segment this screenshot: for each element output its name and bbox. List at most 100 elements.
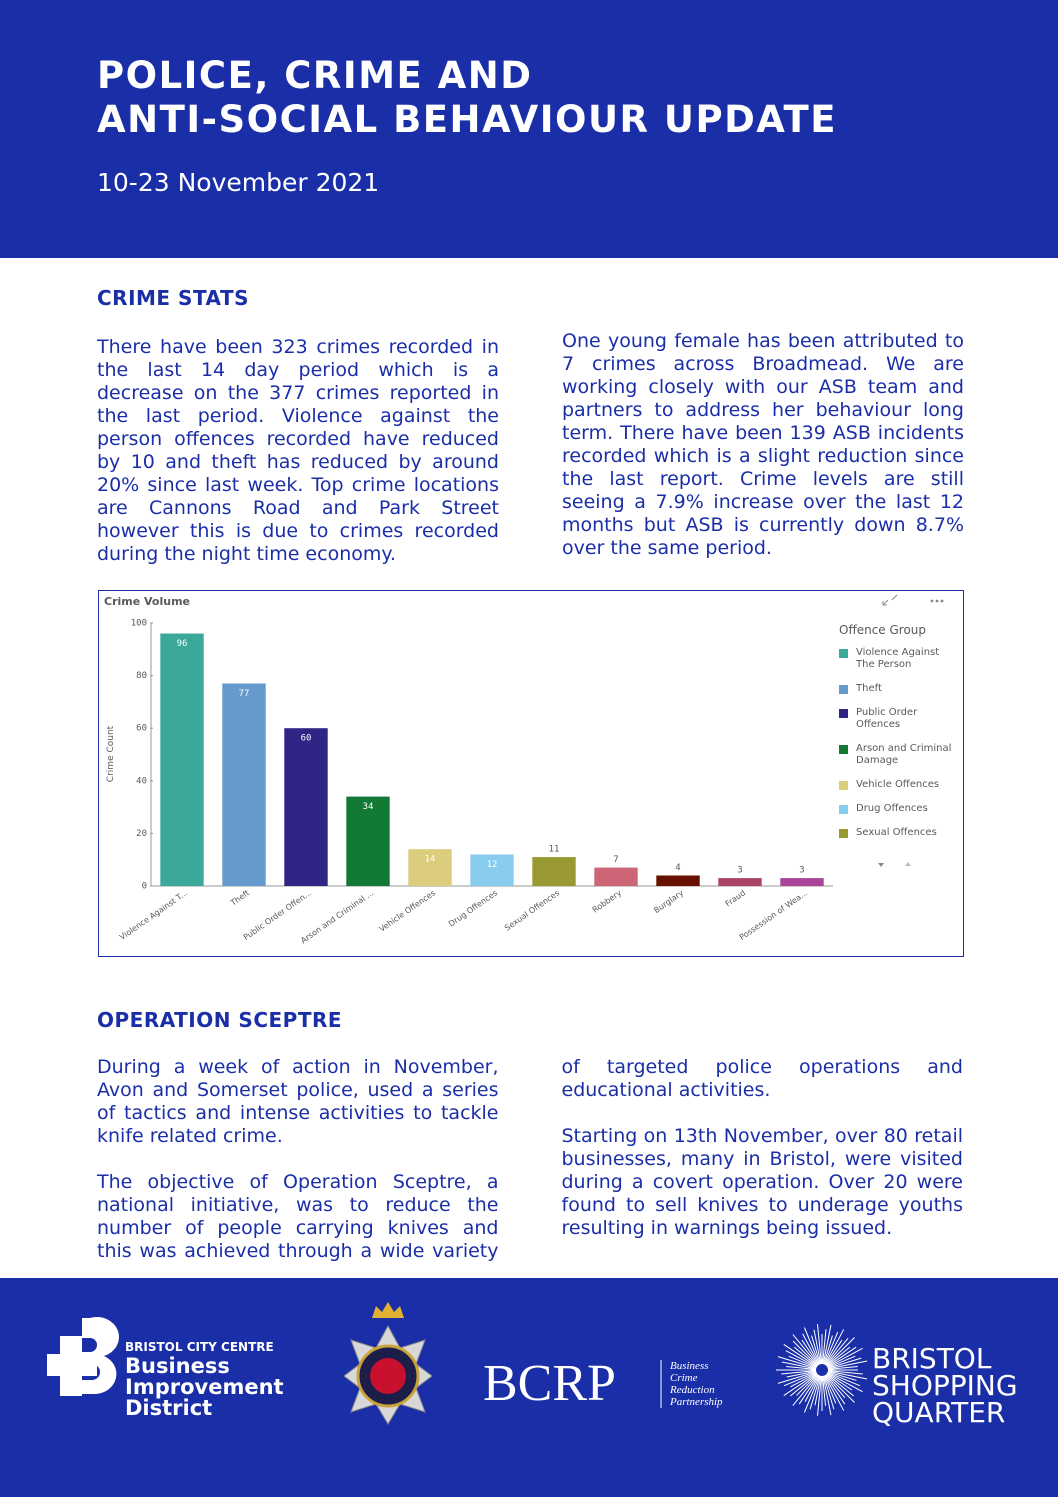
data-label: 60 [301,734,312,744]
bar [222,683,266,886]
collapse-icon[interactable] [882,594,898,606]
starburst-ray [827,1371,857,1381]
logos: BRISTOL CITY CENTRE Business Improvement… [47,1302,1018,1429]
paragraph: The objective of Operation Sceptre, a na… [97,1056,963,1262]
logo-text: Crime [670,1372,698,1384]
starburst-ray [792,1334,819,1366]
x-tick-label: Robbery [591,888,624,915]
title: POLICE, CRIME AND ANTI-SOCIAL BEHAVIOUR … [97,54,837,142]
legend-label: Drug Offences [856,803,928,814]
bar [594,867,638,886]
legend-label: Public Order Offences [856,707,918,730]
data-label: 7 [613,855,618,865]
data-label: 96 [177,639,188,649]
starburst-ray [811,1335,821,1365]
section-heading: CRIME STATS [97,286,250,310]
starburst-ray [824,1374,846,1405]
scroll-down[interactable] [878,863,884,867]
starburst-ray [777,1356,817,1369]
starburst-ray [827,1357,862,1369]
legend-label: Vehicle Offences [856,779,940,790]
chart-title: Crime Volume [104,595,190,608]
bar [470,854,514,886]
legend-item: Sexual Offences [839,827,957,839]
legend-label: Violence Against The Person [856,647,940,670]
legend-label: Sexual Offences [856,827,937,838]
legend-label: Arson and Criminal Damage [856,743,952,766]
menu-dot[interactable] [935,599,939,603]
x-tick-label: Sexual Offences [503,888,561,932]
data-label: 34 [363,802,374,812]
starburst-ray [781,1370,817,1375]
legend-swatch [839,829,848,838]
starburst-ray [783,1372,818,1396]
x-tick-label: Fraud [724,888,747,908]
logo-text: Reduction [669,1384,715,1396]
paragraph: Starting on 13th November, over 80 retai… [561,1125,964,1239]
starburst-ray [827,1372,863,1393]
starburst-ray [823,1331,839,1365]
logo-text: BCRP [483,1355,616,1412]
y-tick-label: 20 [136,829,147,839]
starburst-ray [785,1350,817,1368]
starburst-ray [824,1339,843,1366]
menu-dot[interactable] [940,599,944,603]
starburst-ray [826,1346,851,1367]
logo-text: District [125,1396,212,1420]
header-band: POLICE, CRIME AND ANTI-SOCIAL BEHAVIOUR … [0,0,1058,258]
logo-text: BRISTOL [872,1342,992,1375]
starburst-ray [781,1361,817,1370]
starburst-ray [814,1375,822,1406]
data-label: 3 [737,866,742,876]
legend-title: Offence Group [839,623,927,637]
bar [780,878,824,886]
legend-swatch [839,649,848,658]
panel-icons[interactable] [878,594,944,867]
starburst-ray [822,1375,827,1406]
logo-text: BRISTOL CITY CENTRE [125,1340,274,1354]
two-column-text: During a week of action in November, Avo… [97,1056,963,1268]
starburst-ray [789,1373,818,1397]
starburst-ray [788,1355,817,1369]
starburst-ray [825,1337,855,1367]
bid-logo: BRISTOL CITY CENTRE Business Improvement… [47,1316,284,1420]
bar [656,875,700,886]
starburst-ray [825,1337,849,1366]
starburst-ray [813,1329,822,1365]
section-heading: OPERATION SCEPTRE [97,1008,343,1032]
starburst-ray [827,1370,868,1380]
logo-text: Improvement [125,1375,284,1399]
starburst-ray [827,1347,863,1368]
starburst-ray [816,1375,822,1416]
scroll-up[interactable] [905,862,911,866]
starburst-ray [825,1373,855,1403]
legend-item: Vehicle Offences [839,779,957,791]
starburst-ray [803,1375,821,1413]
chart-panel: Crime Volume Crime Count 0 20 40 60 80 100 Vio… [98,590,964,957]
x-tick-label: Violence Against T... [118,888,189,942]
chart: Crime Volume Crime Count 0 20 40 60 80 100 Vio… [104,594,944,945]
starburst-ray [827,1370,863,1375]
badge-centre [370,1358,406,1394]
bcrp-logo: BCRP Business Crime Reduction Partnershi… [483,1355,723,1412]
data-label: 77 [239,689,250,699]
bar [160,633,204,886]
x-tick-label: Drug Offences [447,888,499,928]
badge-crown [372,1302,404,1318]
legend-item: Drug Offences [839,803,957,815]
footer-band: BRISTOL CITY CENTRE Business Improvement… [0,1278,1058,1497]
title-line: ANTI-SOCIAL BEHAVIOUR UPDATE [97,98,838,141]
legend-item: Violence Against The Person [839,647,957,671]
logo-text: Partnership [669,1396,723,1408]
data-label: 4 [675,863,680,873]
starburst-ray [824,1329,845,1365]
starburst-ray [783,1371,817,1387]
menu-dot[interactable] [930,599,934,603]
starburst-ray [786,1370,817,1378]
x-tick-label: Theft [228,888,251,908]
data-label: 14 [425,855,436,865]
starburst-ray [796,1373,819,1396]
y-tick-label: 0 [142,882,147,892]
starburst-ray [826,1373,855,1397]
starburst-ray [793,1346,818,1367]
